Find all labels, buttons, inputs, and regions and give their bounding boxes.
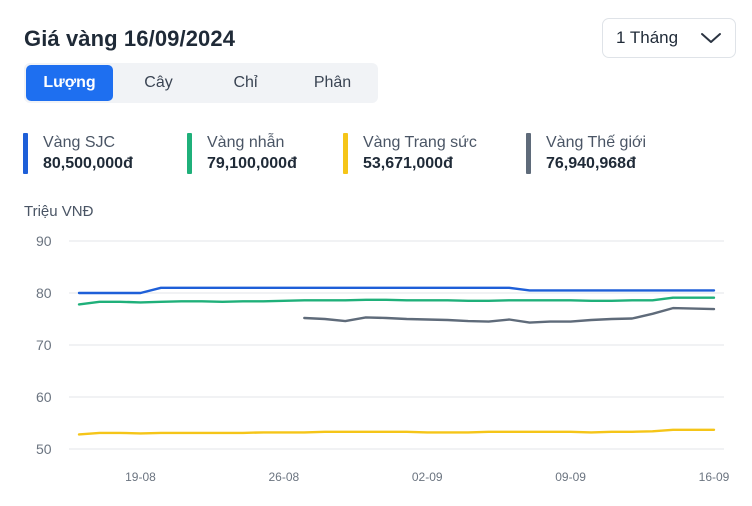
legend-name: Vàng Trang sức bbox=[363, 134, 477, 151]
tab-chi[interactable]: Chỉ bbox=[233, 74, 258, 91]
tab-phan[interactable]: Phân bbox=[313, 74, 352, 91]
legend-name: Vàng nhẫn bbox=[207, 134, 285, 151]
page-title: Giá vàng 16/09/2024 bbox=[24, 26, 236, 51]
legend-item-trang-suc: Vàng Trang sức 53,671,000đ bbox=[343, 133, 477, 175]
x-tick-label: 09-09 bbox=[555, 470, 586, 484]
y-tick-label: 50 bbox=[36, 441, 52, 457]
time-range-select[interactable]: 1 Tháng bbox=[602, 18, 736, 58]
chevron-down-icon bbox=[701, 33, 721, 43]
legend-name: Vàng Thế giới bbox=[546, 134, 647, 151]
series-line-vàng-thế-giới bbox=[303, 306, 716, 324]
x-tick-label: 02-09 bbox=[412, 470, 443, 484]
legend-color-bar bbox=[23, 133, 28, 174]
series-line-vàng-trang-sức bbox=[77, 428, 716, 436]
legend-value: 76,940,968đ bbox=[546, 155, 636, 172]
y-tick-label: 80 bbox=[36, 285, 52, 301]
x-tick-label: 19-08 bbox=[125, 470, 156, 484]
unit-tabs: Lượng Cây Chỉ Phân bbox=[24, 63, 378, 103]
legend-value: 53,671,000đ bbox=[363, 155, 453, 172]
y-tick-label: 60 bbox=[36, 389, 52, 405]
legend-color-bar bbox=[343, 133, 348, 174]
series-line-vàng-sjc bbox=[77, 286, 716, 295]
legend-item-sjc: Vàng SJC 80,500,000đ bbox=[23, 133, 133, 175]
legend-value: 79,100,000đ bbox=[207, 155, 297, 172]
legend-name: Vàng SJC bbox=[43, 134, 116, 151]
series-line-vàng-nhẫn bbox=[77, 296, 716, 306]
time-range-value: 1 Tháng bbox=[616, 28, 679, 47]
y-tick-label: 70 bbox=[36, 337, 52, 353]
x-tick-label: 26-08 bbox=[268, 470, 299, 484]
legend-item-nhan: Vàng nhẫn 79,100,000đ bbox=[187, 133, 297, 175]
tab-cay[interactable]: Cây bbox=[144, 74, 173, 91]
legend-value: 80,500,000đ bbox=[43, 155, 133, 172]
y-tick-label: 90 bbox=[36, 233, 52, 249]
legend-item-the-gioi: Vàng Thế giới 76,940,968đ bbox=[526, 133, 646, 175]
x-tick-label: 16-09 bbox=[699, 470, 730, 484]
tab-luong[interactable]: Lượng bbox=[26, 65, 113, 101]
legend-color-bar bbox=[187, 133, 192, 174]
y-axis-unit-label: Triệu VNĐ bbox=[24, 203, 94, 220]
legend-color-bar bbox=[526, 133, 531, 174]
